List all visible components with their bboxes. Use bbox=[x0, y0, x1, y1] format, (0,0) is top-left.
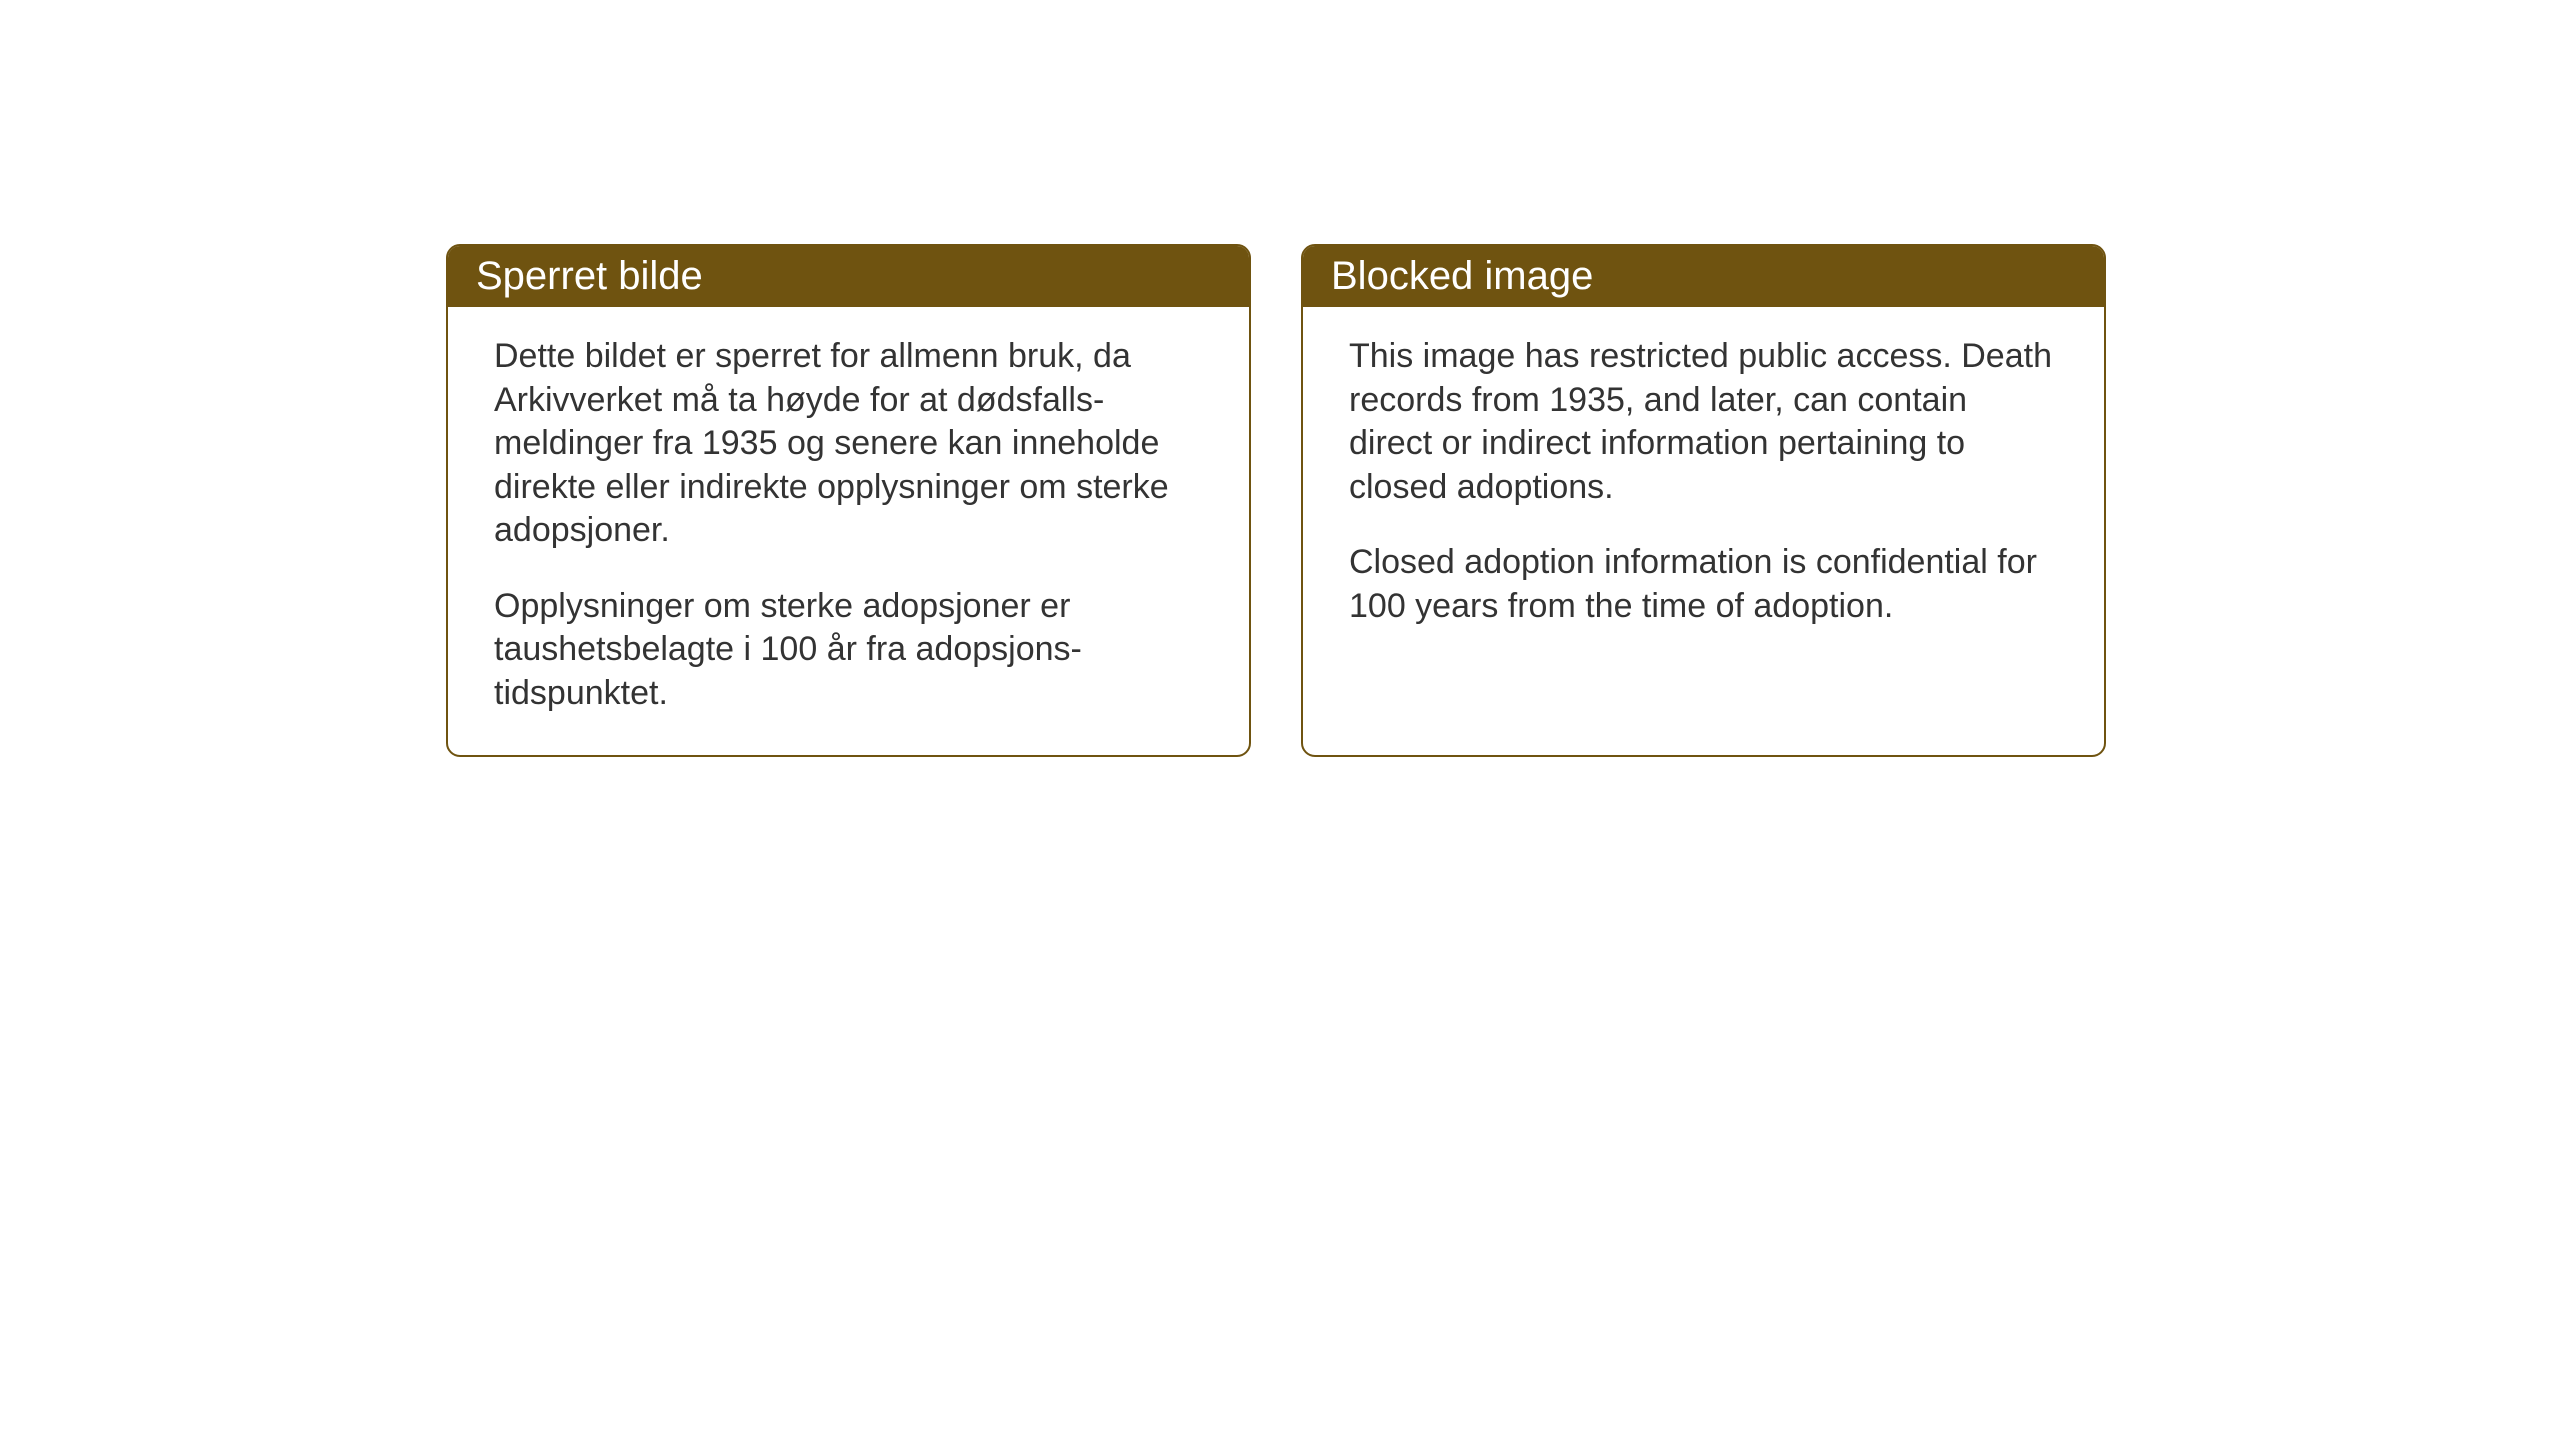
english-notice-card: Blocked image This image has restricted … bbox=[1301, 244, 2106, 757]
english-card-title: Blocked image bbox=[1303, 246, 2104, 307]
norwegian-paragraph-2: Opplysninger om sterke adopsjoner er tau… bbox=[494, 585, 1203, 716]
norwegian-paragraph-1: Dette bildet er sperret for allmenn bruk… bbox=[494, 335, 1203, 553]
norwegian-card-title: Sperret bilde bbox=[448, 246, 1249, 307]
english-paragraph-1: This image has restricted public access.… bbox=[1349, 335, 2058, 509]
notice-cards-container: Sperret bilde Dette bildet er sperret fo… bbox=[446, 244, 2106, 757]
norwegian-notice-card: Sperret bilde Dette bildet er sperret fo… bbox=[446, 244, 1251, 757]
english-card-body: This image has restricted public access.… bbox=[1303, 307, 2104, 668]
english-paragraph-2: Closed adoption information is confident… bbox=[1349, 541, 2058, 628]
norwegian-card-body: Dette bildet er sperret for allmenn bruk… bbox=[448, 307, 1249, 755]
